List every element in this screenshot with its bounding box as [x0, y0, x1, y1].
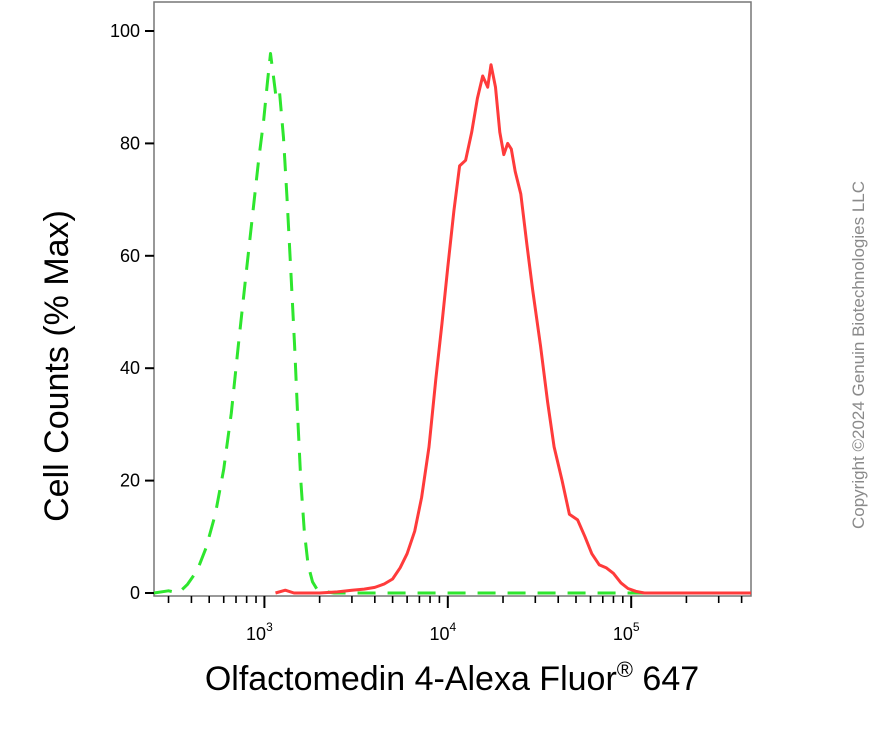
x-tick-label-exponent: 4 [449, 620, 456, 634]
x-tick-label-base: 10 [246, 624, 266, 644]
x-tick-label: 103 [246, 620, 273, 644]
x-tick-label-exponent: 3 [266, 620, 273, 634]
x-axis-title: Olfactomedin 4-Alexa Fluor® 647 [205, 657, 699, 698]
y-tick-label: 0 [130, 583, 140, 603]
y-tick-label: 40 [120, 358, 140, 378]
plot-frame [153, 1, 752, 597]
y-tick-label: 80 [120, 133, 140, 153]
y-tick-label: 20 [120, 471, 140, 491]
copyright-watermark: Copyright ©2024 Genuin Biotechnologies L… [849, 181, 868, 529]
x-tick-label-base: 10 [613, 624, 633, 644]
x-tick-label: 104 [429, 620, 456, 644]
sample-line [275, 63, 751, 595]
x-tick-label: 105 [613, 620, 640, 644]
y-axis: 0 20 40 60 80 100 [110, 21, 154, 603]
y-axis-title: Cell Counts (% Max) [38, 210, 76, 522]
x-tick-label-base: 10 [429, 624, 449, 644]
x-axis-title-registered-mark: ® [617, 657, 633, 682]
y-tick-label: 60 [120, 246, 140, 266]
x-tick-label-exponent: 5 [633, 620, 640, 634]
x-axis: 103 104 105 [167, 596, 743, 644]
plot-border [153, 1, 752, 597]
x-axis-title-tail: 647 [633, 660, 699, 698]
y-tick-label: 100 [110, 21, 140, 41]
series-layer [153, 52, 751, 595]
isotype-control-line [153, 52, 751, 595]
x-axis-title-main: Olfactomedin 4-Alexa Fluor [205, 660, 617, 698]
